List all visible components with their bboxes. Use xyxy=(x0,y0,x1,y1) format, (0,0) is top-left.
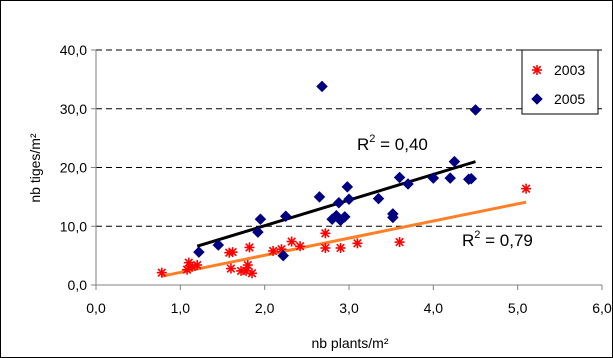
x-tick-label: 4,0 xyxy=(424,300,444,316)
data-point-2003 xyxy=(320,228,330,238)
legend: 2003 2005 xyxy=(522,50,598,114)
r2-label-2005: R2 = 0,40 xyxy=(357,133,428,154)
y-tick-label: 30,0 xyxy=(60,101,87,117)
r2-label-2003: R2 = 0,79 xyxy=(462,229,533,250)
data-point-2003 xyxy=(336,243,346,253)
r2-letter: R xyxy=(357,135,369,154)
x-tick-label: 6,0 xyxy=(592,300,612,316)
x-tick-labels: 0,0 1,0 2,0 3,0 4,0 5,0 6,0 xyxy=(86,300,612,316)
data-point-2003 xyxy=(295,241,305,251)
data-point-2003 xyxy=(395,237,405,247)
legend-marker-2003 xyxy=(532,65,542,75)
y-axis-title: nb tiges/m² xyxy=(27,133,43,203)
x-axis-title: nb plants/m² xyxy=(311,335,388,351)
data-point-2003 xyxy=(226,264,236,274)
y-tick-label: 20,0 xyxy=(60,160,87,176)
r2-value: = 0,79 xyxy=(480,231,532,250)
x-tick-label: 5,0 xyxy=(508,300,528,316)
y-tick-labels: 0,0 10,0 20,0 30,0 40,0 xyxy=(60,42,87,293)
data-point-2003 xyxy=(228,247,238,257)
x-tick-label: 3,0 xyxy=(339,300,359,316)
y-tick-label: 0,0 xyxy=(68,277,88,293)
data-point-2003 xyxy=(287,237,297,247)
y-tick-label: 10,0 xyxy=(60,218,87,234)
legend-item-2003 xyxy=(532,65,542,75)
x-tick-label: 2,0 xyxy=(255,300,275,316)
data-point-2003 xyxy=(320,243,330,253)
data-point-2003 xyxy=(352,238,362,248)
data-point-2003 xyxy=(247,268,257,278)
x-tick-label: 0,0 xyxy=(86,300,106,316)
data-point-2003 xyxy=(192,260,202,270)
r2-letter: R xyxy=(462,231,474,250)
data-point-2003 xyxy=(244,242,254,252)
legend-label-2005: 2005 xyxy=(554,91,585,107)
r2-value: = 0,40 xyxy=(375,135,427,154)
legend-label-2003: 2003 xyxy=(554,62,585,78)
svg-text:R2 = 0,79: R2 = 0,79 xyxy=(462,229,533,250)
y-tick-label: 40,0 xyxy=(60,42,87,58)
data-point-2003 xyxy=(521,184,531,194)
data-point-2003 xyxy=(268,246,278,256)
svg-text:R2 = 0,40: R2 = 0,40 xyxy=(357,133,428,154)
x-tick-label: 1,0 xyxy=(171,300,191,316)
data-point-2003 xyxy=(157,268,167,278)
